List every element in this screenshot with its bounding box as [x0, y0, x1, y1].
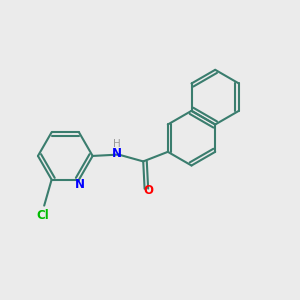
Text: N: N — [112, 147, 122, 160]
Text: N: N — [75, 178, 85, 191]
Text: Cl: Cl — [36, 209, 49, 223]
Text: O: O — [143, 184, 153, 197]
Text: H: H — [113, 139, 121, 149]
